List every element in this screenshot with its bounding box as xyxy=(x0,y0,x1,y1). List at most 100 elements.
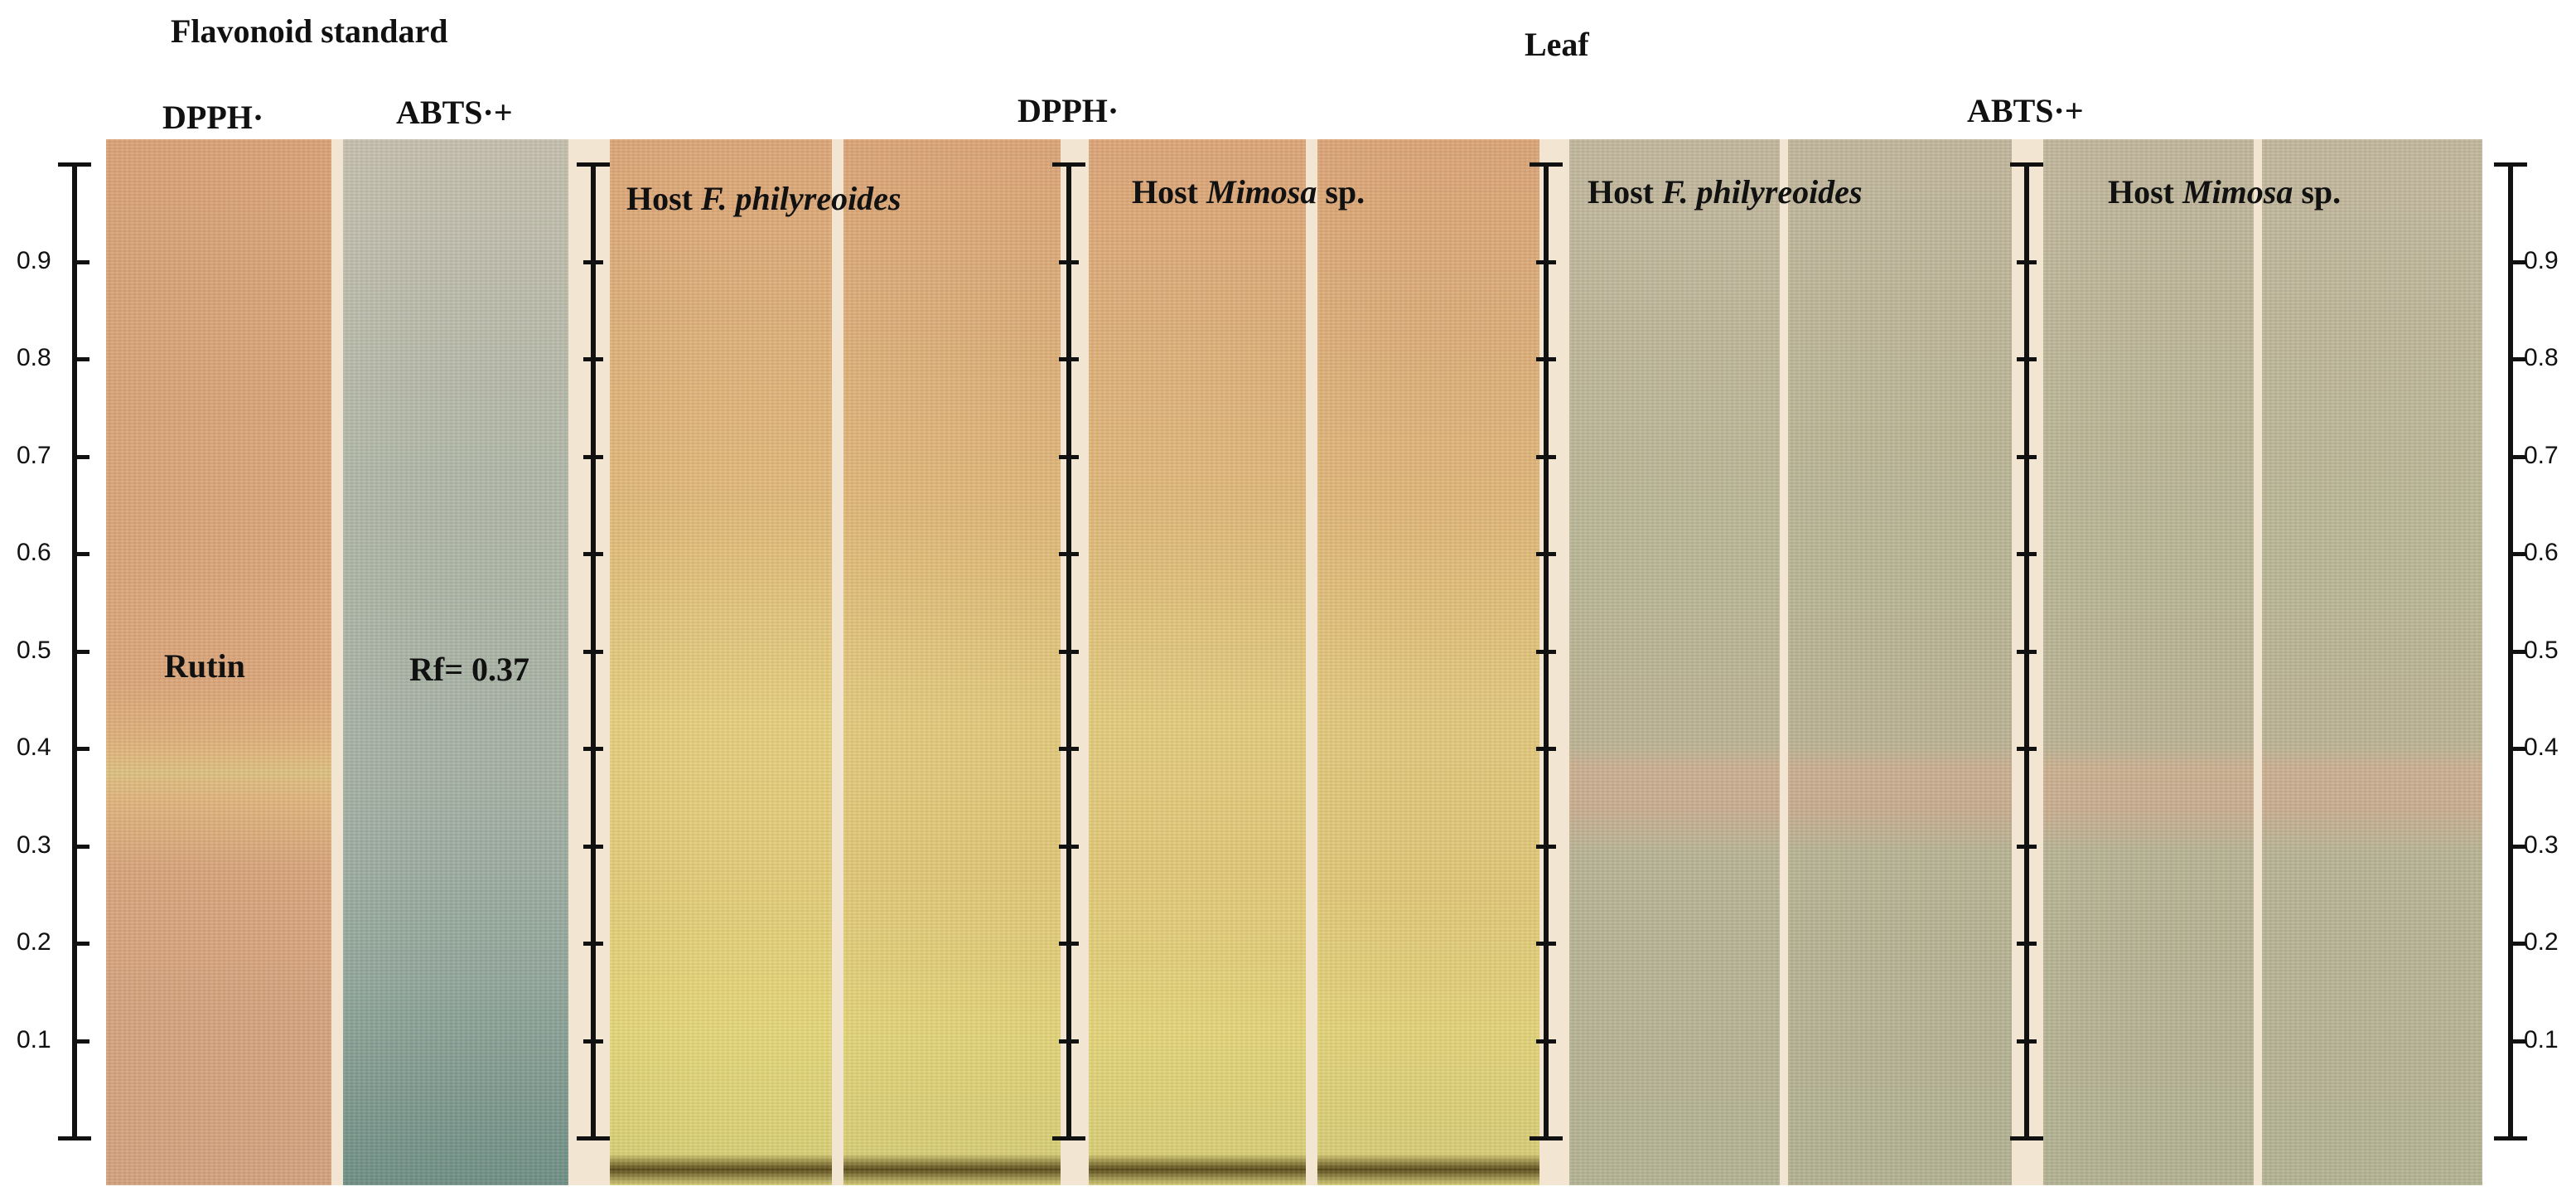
scale-tick xyxy=(1536,260,1556,264)
scale-tick xyxy=(2017,650,2037,654)
rf-tick-label: 0.1 xyxy=(2524,1026,2559,1053)
scale-tick xyxy=(75,1039,89,1044)
scale-tick xyxy=(577,162,610,167)
scale-tick xyxy=(1059,552,1079,556)
rf-tick-label: 0.4 xyxy=(17,734,51,761)
rf-scale-right xyxy=(2494,162,2527,1140)
standard-abts-heading: ABTS·+ xyxy=(396,94,513,131)
scale-tick xyxy=(2494,162,2527,167)
scale-tick xyxy=(583,260,603,264)
tlc-strip-leaf-abts-f-philyreoides-2 xyxy=(1788,139,2012,1185)
tlc-strip-leaf-dpph-f-philyreoides-1 xyxy=(610,139,832,1185)
scale-tick xyxy=(2010,162,2043,167)
scale-tick xyxy=(75,260,89,264)
scale-tick xyxy=(583,845,603,849)
rf-tick-label: 0.1 xyxy=(17,1026,51,1053)
scale-tick xyxy=(1059,650,1079,654)
scale-tick xyxy=(1530,162,1563,167)
rf-tick-label: 0.6 xyxy=(17,539,51,566)
scale-tick xyxy=(1059,1039,1079,1044)
scale-tick xyxy=(2511,260,2525,264)
host-mimosa-abts-label: Host Mimosa sp. xyxy=(2108,173,2342,211)
rf-scale-dpph-1 xyxy=(577,162,610,1140)
scale-tick xyxy=(1536,552,1556,556)
scale-tick xyxy=(583,747,603,751)
flavonoid-standard-heading: Flavonoid standard xyxy=(171,12,448,50)
rf-scale-abts-1 xyxy=(2010,162,2043,1140)
rf-scale-left xyxy=(58,162,91,1140)
scale-tick xyxy=(75,942,89,946)
rutin-label: Rutin xyxy=(164,647,245,685)
tlc-strip-standard-abts xyxy=(343,139,568,1185)
rf-tick-label: 0.3 xyxy=(2524,831,2559,859)
scale-tick xyxy=(1059,260,1079,264)
scale-tick xyxy=(2017,1039,2037,1044)
rf-tick-label: 0.9 xyxy=(17,247,51,274)
host-f-philyreoides-dpph-label: Host F. philyreoides xyxy=(626,180,901,217)
scale-tick xyxy=(75,357,89,361)
scale-tick xyxy=(2511,845,2525,849)
scale-tick xyxy=(2017,260,2037,264)
scale-tick xyxy=(583,552,603,556)
scale-tick xyxy=(1059,455,1079,459)
tlc-strip-leaf-dpph-f-philyreoides-2 xyxy=(843,139,1061,1185)
scale-tick xyxy=(1536,845,1556,849)
scale-tick xyxy=(1530,1136,1563,1140)
scale-tick xyxy=(2010,1136,2043,1140)
scale-tick xyxy=(75,747,89,751)
scale-tick xyxy=(2017,357,2037,361)
scale-tick xyxy=(75,552,89,556)
scale-tick xyxy=(583,1039,603,1044)
scale-tick xyxy=(583,357,603,361)
tlc-strip-leaf-abts-mimosa-2 xyxy=(2262,139,2482,1185)
scale-tick xyxy=(1059,942,1079,946)
scale-tick xyxy=(1059,357,1079,361)
host-mimosa-dpph-label: Host Mimosa sp. xyxy=(1132,173,1365,211)
scale-tick xyxy=(2511,747,2525,751)
scale-tick xyxy=(1536,357,1556,361)
scale-tick xyxy=(577,1136,610,1140)
scale-tick xyxy=(75,845,89,849)
tlc-strip-leaf-dpph-mimosa-2 xyxy=(1317,139,1539,1185)
rf-tick-label: 0.2 xyxy=(17,928,51,956)
scale-tick xyxy=(2017,747,2037,751)
scale-tick xyxy=(2511,455,2525,459)
rf-tick-label: 0.4 xyxy=(2524,734,2559,761)
rf-tick-label: 0.2 xyxy=(2524,928,2559,956)
scale-tick xyxy=(1536,650,1556,654)
scale-tick xyxy=(2017,942,2037,946)
rf-tick-label: 0.5 xyxy=(17,637,51,664)
scale-tick xyxy=(583,455,603,459)
scale-tick xyxy=(75,455,89,459)
scale-tick xyxy=(1059,845,1079,849)
scale-tick xyxy=(2494,1136,2527,1140)
rf-value-label: Rf= 0.37 xyxy=(409,651,529,688)
scale-tick xyxy=(2017,455,2037,459)
scale-tick xyxy=(1059,747,1079,751)
rf-tick-label: 0.5 xyxy=(2524,637,2559,664)
scale-tick xyxy=(75,650,89,654)
scale-tick xyxy=(583,942,603,946)
standard-dpph-heading: DPPH· xyxy=(162,99,264,136)
rf-scale-dpph-3 xyxy=(1530,162,1563,1140)
tlc-strip-leaf-dpph-mimosa-1 xyxy=(1089,139,1306,1185)
scale-tick xyxy=(58,1136,91,1140)
rf-tick-label: 0.9 xyxy=(2524,247,2559,274)
scale-tick xyxy=(2017,552,2037,556)
rf-scale-dpph-2 xyxy=(1052,162,1085,1140)
scale-tick xyxy=(1536,747,1556,751)
rf-tick-label: 0.3 xyxy=(17,831,51,859)
rf-tick-label: 0.8 xyxy=(2524,344,2559,371)
rf-tick-label: 0.6 xyxy=(2524,539,2559,566)
scale-tick xyxy=(2511,1039,2525,1044)
host-f-philyreoides-abts-label: Host F. philyreoides xyxy=(1588,173,1863,211)
scale-tick xyxy=(2511,942,2525,946)
scale-tick xyxy=(2511,552,2525,556)
rf-tick-label: 0.7 xyxy=(2524,442,2559,469)
scale-tick xyxy=(1536,455,1556,459)
rf-tick-label: 0.7 xyxy=(17,442,51,469)
tlc-strip-standard-dpph xyxy=(106,139,331,1185)
leaf-abts-heading: ABTS·+ xyxy=(1967,92,2084,129)
leaf-heading: Leaf xyxy=(1525,26,1589,63)
tlc-strip-leaf-abts-mimosa-1 xyxy=(2043,139,2254,1185)
